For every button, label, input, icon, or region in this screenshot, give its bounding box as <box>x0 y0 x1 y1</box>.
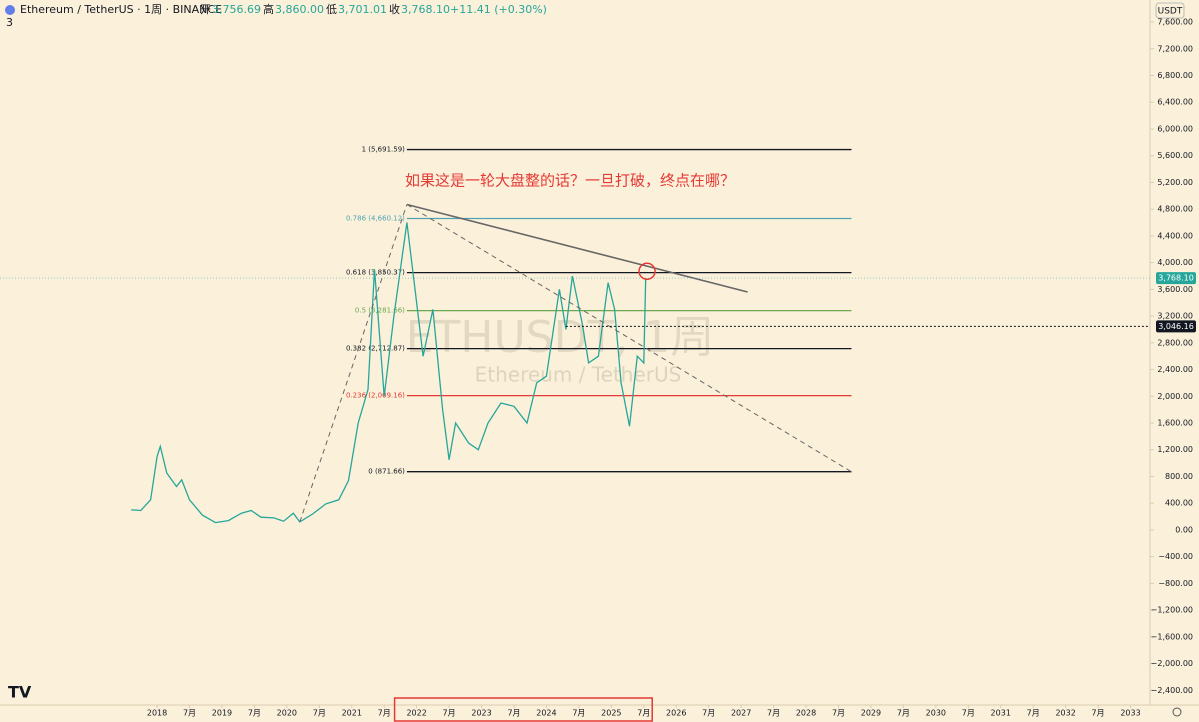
x-tick-label: 2023 <box>471 709 491 718</box>
x-tick-label: 7月 <box>572 709 585 718</box>
marker-label: 3,046.16 <box>1158 322 1194 331</box>
symbol-icon <box>5 5 15 15</box>
y-tick-label: 6,000.00 <box>1157 124 1193 133</box>
y-tick-label: 1,200.00 <box>1157 445 1193 454</box>
last-price-label: 3,768.10 <box>1158 274 1194 283</box>
x-tick-label: 7月 <box>507 709 520 718</box>
fib-label: 1 (5,691.59) <box>362 146 406 154</box>
last-price-box <box>1156 272 1196 285</box>
x-tick-label: 2027 <box>731 709 751 718</box>
fib-label: 0.382 (2,712.87) <box>346 345 405 353</box>
x-tick-label: 2031 <box>991 709 1011 718</box>
fib-label: 0 (871.66) <box>368 468 405 476</box>
marker-box <box>1156 320 1196 333</box>
y-tick-label: −2,000.00 <box>1151 659 1193 668</box>
ohlc-name: 高 <box>263 2 274 16</box>
x-tick-label: 2021 <box>342 709 362 718</box>
y-tick-label: 5,600.00 <box>1157 151 1193 160</box>
x-tick-label: 7月 <box>313 709 326 718</box>
x-tick-label: 2029 <box>861 709 881 718</box>
x-tick-label: 2028 <box>796 709 816 718</box>
y-tick-label: 2,400.00 <box>1157 365 1193 374</box>
y-tick-label: −2,400.00 <box>1151 686 1193 695</box>
price-line <box>131 222 647 524</box>
ohlc-value: 3,860.00 <box>275 3 324 16</box>
y-tick-label: 3,600.00 <box>1157 285 1193 294</box>
x-tick-label: 7月 <box>1027 709 1040 718</box>
watermark-sub: Ethereum / TetherUS <box>475 363 682 387</box>
x-tick-label: 2032 <box>1055 709 1075 718</box>
x-tick-label: 2020 <box>277 709 297 718</box>
watermark: ETHUSDT, 1周 <box>406 312 715 363</box>
y-tick-label: 6,800.00 <box>1157 71 1193 80</box>
x-tick-label: 2026 <box>666 709 686 718</box>
highlight-range <box>393 697 653 722</box>
x-tick-label: 7月 <box>443 709 456 718</box>
y-tick-label: 800.00 <box>1165 472 1193 481</box>
trendline <box>406 203 748 293</box>
x-tick-label: 7月 <box>767 709 780 718</box>
currency-box[interactable] <box>1155 2 1185 19</box>
x-tick-label: 7月 <box>1092 709 1105 718</box>
x-tick-label: 7月 <box>183 709 196 718</box>
ohlc-value: 3,756.69 <box>212 3 261 16</box>
ohlc: 开 3,756.69 高 3,860.00 低 3,701.01 收 3,768.10 +11.… <box>200 2 547 16</box>
x-tick-label: 7月 <box>832 709 845 718</box>
y-tick-label: 7,200.00 <box>1157 44 1193 53</box>
x-tick-label: 2033 <box>1120 709 1140 718</box>
settings-icon[interactable] <box>1172 707 1182 717</box>
x-tick-label: 2030 <box>926 709 946 718</box>
y-tick-label: 4,800.00 <box>1157 205 1193 214</box>
y-tick-label: −400.00 <box>1158 552 1193 561</box>
x-tick-label: 2025 <box>601 709 621 718</box>
ohlc-value: 3,768.10 <box>401 3 450 16</box>
x-tick-label: 7月 <box>702 709 715 718</box>
y-tick-label: 0.00 <box>1175 525 1193 534</box>
x-tick-label: 2022 <box>406 709 426 718</box>
x-tick-label: 7月 <box>897 709 910 718</box>
y-tick-label: 2,000.00 <box>1157 392 1193 401</box>
fib-label: 0.236 (2,009.16) <box>346 392 405 400</box>
ohlc-name: 开 <box>200 3 211 16</box>
x-tick-label: 7月 <box>248 709 261 718</box>
y-tick-label: −1,200.00 <box>1151 606 1193 615</box>
ohlc-value: 3,701.01 <box>338 3 387 16</box>
y-tick-label: 7,600.00 <box>1157 18 1193 27</box>
symbol: Ethereum / TetherUS · 1周 · BINANCE <box>20 3 222 16</box>
x-tick-label: 2019 <box>212 709 232 718</box>
y-tick-label: 400.00 <box>1165 499 1193 508</box>
logo[interactable]: TV <box>8 683 32 702</box>
x-tick-label: 7月 <box>962 709 975 718</box>
y-tick-label: 3,200.00 <box>1157 312 1193 321</box>
fib-label: 0.786 (4,660.12) <box>346 215 405 223</box>
y-tick-label: −1,600.00 <box>1151 632 1193 641</box>
fib-label: 0.618 (3,850.37) <box>346 269 405 277</box>
y-tick-label: −800.00 <box>1158 579 1193 588</box>
indicator-count: 3 <box>6 16 13 29</box>
currency[interactable]: USDT <box>1158 7 1183 17</box>
fib-label: 0.5 (3,281.66) <box>355 307 405 315</box>
x-tick-label: 7月 <box>378 709 391 718</box>
x-tick-label: 2018 <box>147 709 167 718</box>
y-tick-label: 2,800.00 <box>1157 338 1193 347</box>
trendline <box>299 204 408 523</box>
x-tick-label: 2024 <box>536 709 556 718</box>
y-tick-label: 4,400.00 <box>1157 231 1193 240</box>
y-tick-label: 1,600.00 <box>1157 419 1193 428</box>
change: +11.41 (+0.30%) <box>450 3 547 16</box>
annotation: 如果这是一轮大盘整的话？一旦打破，终点在哪？ <box>405 172 735 190</box>
ohlc-name: 收 <box>389 2 400 16</box>
y-tick-label: 6,400.00 <box>1157 98 1193 107</box>
trendline <box>406 204 852 473</box>
highlight-circle <box>638 262 656 281</box>
y-tick-label: 5,200.00 <box>1157 178 1193 187</box>
x-tick-label: 7月 <box>637 709 650 718</box>
y-tick-label: 4,000.00 <box>1157 258 1193 267</box>
ohlc-name: 低 <box>326 3 337 16</box>
